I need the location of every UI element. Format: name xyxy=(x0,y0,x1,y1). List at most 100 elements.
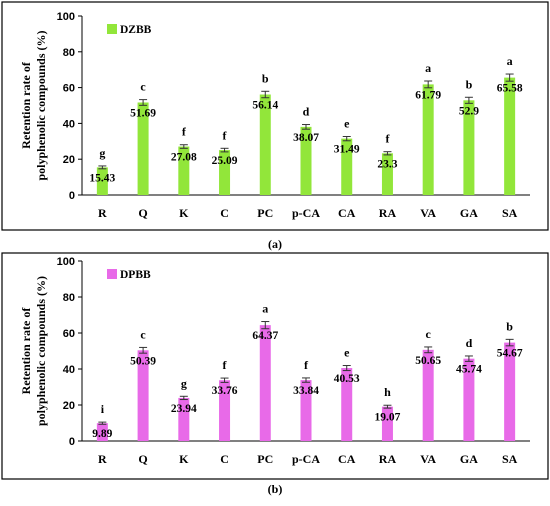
significance-letter: b xyxy=(262,71,269,85)
bar xyxy=(463,100,475,195)
significance-letter: d xyxy=(303,105,310,119)
x-tick-label: RA xyxy=(379,452,397,466)
bar xyxy=(178,146,190,195)
x-tick-label: PC xyxy=(257,452,273,466)
bar xyxy=(341,368,353,441)
x-tick-label: CA xyxy=(338,452,356,466)
bar xyxy=(96,167,108,195)
data-value-label: 50.39 xyxy=(130,355,156,367)
data-value-label: 23.94 xyxy=(171,403,197,415)
bar xyxy=(300,126,312,195)
x-tick-label: CA xyxy=(338,206,356,220)
x-tick-label: K xyxy=(179,206,189,220)
data-value-label: 33.76 xyxy=(212,385,238,397)
y-axis-label-line2: polyphenolic compounds (%) xyxy=(34,276,48,426)
y-tick-label: 100 xyxy=(57,256,75,268)
bar xyxy=(381,406,393,441)
y-tick-label: 0 xyxy=(69,436,75,448)
significance-letter: f xyxy=(223,358,228,372)
significance-letter: f xyxy=(304,358,309,372)
x-tick-label: C xyxy=(220,206,229,220)
y-tick-label: 80 xyxy=(63,292,75,304)
y-tick-label: 40 xyxy=(63,118,75,130)
x-tick-label: VA xyxy=(420,452,436,466)
x-tick-label: PC xyxy=(257,206,273,220)
data-value-label: 65.58 xyxy=(497,83,523,95)
x-tick-label: R xyxy=(98,452,107,466)
y-tick-label: 20 xyxy=(63,400,75,412)
x-tick-label: GA xyxy=(460,206,478,220)
significance-letter: a xyxy=(262,302,268,316)
x-tick-label: p-CA xyxy=(292,206,320,220)
data-value-label: 64.37 xyxy=(252,330,278,342)
bar xyxy=(259,325,271,441)
data-value-label: 61.79 xyxy=(415,89,441,101)
y-tick-label: 80 xyxy=(63,47,75,59)
y-axis-label-line1: Retention rate of xyxy=(19,61,33,149)
significance-letter: f xyxy=(223,128,228,142)
significance-letter: h xyxy=(384,385,391,399)
legend-label: DZBB xyxy=(120,24,152,36)
x-tick-label: Q xyxy=(138,206,147,220)
bar xyxy=(219,380,231,441)
data-value-label: 19.07 xyxy=(375,412,401,424)
y-tick-label: 0 xyxy=(69,190,75,202)
significance-letter: d xyxy=(466,336,473,350)
panel-caption: (a) xyxy=(268,237,282,251)
data-value-label: 50.65 xyxy=(415,355,441,367)
panel-caption: (b) xyxy=(268,482,283,496)
bar xyxy=(96,423,108,441)
significance-letter: b xyxy=(506,319,513,333)
y-axis-label-line1: Retention rate of xyxy=(19,307,33,395)
x-tick-label: Q xyxy=(138,452,147,466)
x-tick-label: SA xyxy=(502,206,518,220)
y-tick-label: 60 xyxy=(63,328,75,340)
x-tick-label: C xyxy=(220,452,229,466)
data-value-label: 31.49 xyxy=(334,144,360,156)
bar xyxy=(300,380,312,441)
data-value-label: 9.89 xyxy=(92,428,112,440)
y-axis-label-line2: polyphenolic compounds (%) xyxy=(34,30,48,180)
y-tick-label: 20 xyxy=(63,154,75,166)
data-value-label: 45.74 xyxy=(456,364,482,376)
panel-a-chart: 0 20 40 60 80 100 Retention rate of polyphenoli… xyxy=(1,1,549,231)
bar xyxy=(381,153,393,195)
data-value-label: 54.67 xyxy=(497,348,523,360)
data-value-label: 52.9 xyxy=(459,105,479,117)
data-value-label: 33.84 xyxy=(293,385,319,397)
data-value-label: 56.14 xyxy=(252,100,278,112)
panel-border xyxy=(1,252,549,480)
y-tick-label: 100 xyxy=(57,11,75,23)
bar xyxy=(422,349,434,441)
significance-letter: c xyxy=(426,327,432,341)
data-value-label: 23.3 xyxy=(377,158,397,170)
bar xyxy=(219,150,231,195)
bar xyxy=(504,77,516,195)
significance-letter: f xyxy=(385,132,390,146)
legend-swatch xyxy=(107,24,117,34)
significance-letter: g xyxy=(99,146,105,160)
x-tick-label: RA xyxy=(379,206,397,220)
x-tick-label: K xyxy=(179,452,189,466)
significance-letter: e xyxy=(344,116,350,130)
x-tick-label: p-CA xyxy=(292,452,320,466)
data-value-label: 27.08 xyxy=(171,152,197,164)
data-value-label: 15.43 xyxy=(89,172,115,184)
significance-letter: a xyxy=(425,61,431,75)
significance-letter: g xyxy=(181,376,187,390)
panel-border xyxy=(1,1,549,231)
data-value-label: 38.07 xyxy=(293,132,319,144)
significance-letter: e xyxy=(344,346,350,360)
legend-swatch xyxy=(107,269,117,279)
data-value-label: 40.53 xyxy=(334,373,360,385)
bar xyxy=(137,350,149,441)
significance-letter: i xyxy=(101,402,105,416)
bar xyxy=(463,358,475,441)
significance-letter: a xyxy=(507,54,513,68)
bar xyxy=(178,397,190,441)
y-tick-label: 40 xyxy=(63,364,75,376)
significance-letter: c xyxy=(140,327,146,341)
y-tick-label: 60 xyxy=(63,83,75,95)
bar xyxy=(422,84,434,195)
